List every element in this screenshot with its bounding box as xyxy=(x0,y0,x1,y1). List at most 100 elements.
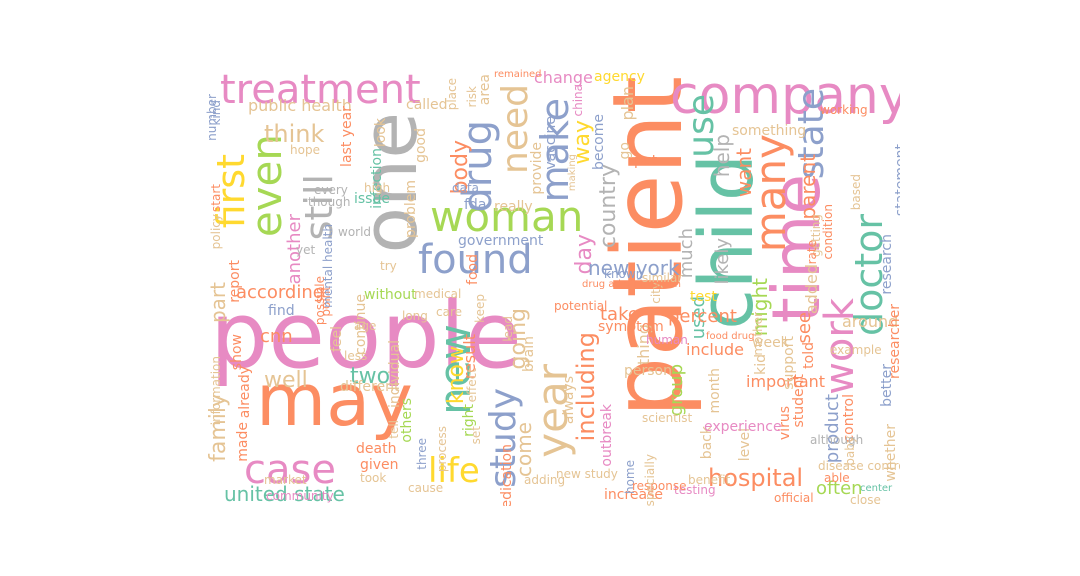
word-person: person xyxy=(624,363,672,379)
word-product: product xyxy=(822,394,843,464)
word-symptom: symptom xyxy=(598,319,664,335)
word-every: every xyxy=(314,183,348,197)
word-part: part xyxy=(206,282,230,324)
word-research: research xyxy=(879,234,895,295)
word-issue: issue xyxy=(354,191,390,207)
word-percent: percent xyxy=(668,306,737,327)
word-community: community xyxy=(266,489,334,503)
word-although: although xyxy=(810,433,864,447)
word-place: place xyxy=(445,78,459,111)
word-mental-health: mental health xyxy=(321,224,335,308)
word-called: called xyxy=(406,97,448,113)
word-without: without xyxy=(364,287,417,303)
word-adding: adding xyxy=(524,473,566,487)
word-drug-administration: drug administration xyxy=(582,279,681,290)
word-others: others xyxy=(399,398,415,443)
word-already: already xyxy=(237,366,253,419)
word-working: working xyxy=(820,103,868,117)
word-different: different xyxy=(340,379,400,395)
word-area: area xyxy=(477,74,493,106)
word-want: want xyxy=(732,148,756,198)
word-agency: agency xyxy=(594,69,645,85)
word-less: less xyxy=(344,349,368,363)
word-brain: brain xyxy=(521,336,537,372)
word-increase: increase xyxy=(604,487,664,503)
word-hope: hope xyxy=(290,143,320,157)
word-good: good xyxy=(413,128,429,163)
word-woman: woman xyxy=(430,192,584,241)
word-new-study: new study xyxy=(556,467,618,481)
word-whether: whether xyxy=(883,424,899,482)
word-rate: rate xyxy=(805,240,819,265)
word-found: found xyxy=(418,237,533,283)
word-lead: lead xyxy=(501,316,515,342)
word-kind: kind xyxy=(209,100,223,126)
word-report: report xyxy=(227,260,243,303)
word-outbreak: outbreak xyxy=(599,404,615,467)
word-risk: risk xyxy=(465,86,479,108)
word-though: though xyxy=(308,195,351,209)
word-added: added xyxy=(802,264,821,315)
word-food-drug: food drug xyxy=(706,331,755,342)
word-often: often xyxy=(816,478,863,499)
word-fda: fda xyxy=(464,197,487,213)
word-likely: likely xyxy=(712,238,733,285)
word-testing: testing xyxy=(674,483,716,497)
word-become: become xyxy=(591,114,607,171)
word-world: world xyxy=(338,225,372,239)
word-china: china xyxy=(571,84,585,117)
word-center: center xyxy=(860,483,893,494)
word-many: many xyxy=(746,134,795,253)
word-statement: statement xyxy=(893,144,900,217)
word-similar: similar xyxy=(642,271,683,285)
word-country: country xyxy=(596,164,621,249)
word-government: government xyxy=(458,233,544,249)
word-new-york: new york xyxy=(588,256,680,280)
word-based: based xyxy=(849,174,863,211)
word-given: given xyxy=(360,457,399,473)
word-come: come xyxy=(512,422,536,478)
word-always: always xyxy=(561,376,577,425)
word-condition: condition xyxy=(821,204,835,260)
word-public-health: public health xyxy=(248,96,352,115)
word-life: life xyxy=(428,451,480,491)
word-take: take xyxy=(600,304,639,325)
word-death: death xyxy=(356,441,397,457)
word-information: information xyxy=(209,356,223,426)
word-took: took xyxy=(360,471,387,485)
word-student: student xyxy=(791,374,807,428)
word-cause: cause xyxy=(408,481,444,495)
word-remained: remained xyxy=(494,69,542,80)
word-told: told xyxy=(801,342,817,369)
word-three: three xyxy=(415,438,429,470)
word-something: something xyxy=(732,123,807,139)
word-tell: tell xyxy=(387,420,401,439)
word-see: see xyxy=(794,312,815,344)
word-response: response xyxy=(632,479,687,493)
word-cloud: people patient one may child time company treat… xyxy=(204,64,900,506)
word-able: able xyxy=(824,471,850,485)
word-long: long xyxy=(402,309,428,323)
word-feel: feel xyxy=(329,326,345,353)
word-vaccine: vaccine xyxy=(543,116,559,170)
word-case: case xyxy=(244,447,336,493)
word-made: made xyxy=(235,422,251,462)
word-market: market xyxy=(264,473,307,487)
word-age: age xyxy=(354,319,377,333)
word-effect: effect xyxy=(465,368,479,403)
word-go: go xyxy=(617,142,633,160)
word-making: making xyxy=(567,154,578,192)
word-including: including xyxy=(572,332,600,442)
word-important: important xyxy=(746,372,826,391)
word-try: try xyxy=(380,259,397,273)
word-start: start xyxy=(209,184,223,212)
word-medication: medication xyxy=(499,444,515,506)
word-care: care xyxy=(436,305,463,319)
word-official: official xyxy=(774,491,814,505)
word-scientist: scientist xyxy=(642,411,693,425)
word-include: include xyxy=(686,340,744,359)
word-problem: problem xyxy=(403,180,419,238)
word-cnn: cnn xyxy=(260,326,293,347)
word-around: around xyxy=(842,312,899,331)
word-keep: keep xyxy=(473,294,487,323)
